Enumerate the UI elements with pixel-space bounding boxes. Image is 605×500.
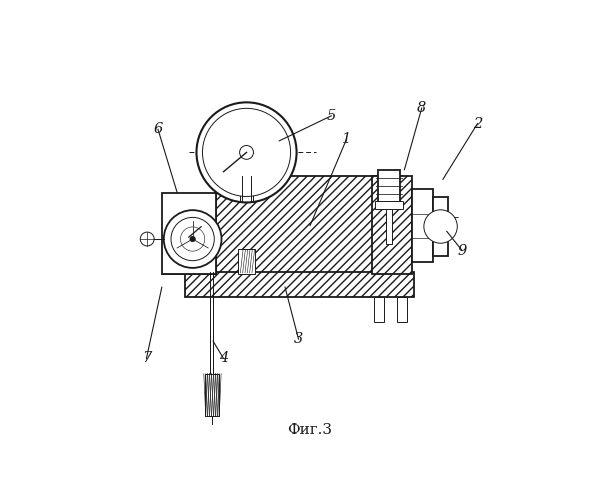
Bar xyxy=(185,272,414,297)
Bar xyxy=(374,201,404,209)
Bar xyxy=(433,196,448,256)
Bar xyxy=(374,297,384,322)
Text: 1: 1 xyxy=(342,132,352,146)
Bar xyxy=(371,176,412,274)
Text: 6: 6 xyxy=(153,122,163,136)
Text: 5: 5 xyxy=(327,109,336,123)
Bar xyxy=(204,374,219,416)
Bar xyxy=(412,189,433,262)
Text: 4: 4 xyxy=(219,352,228,366)
Text: 3: 3 xyxy=(294,332,303,346)
Text: Фиг.3: Фиг.3 xyxy=(287,424,333,438)
Circle shape xyxy=(197,102,296,202)
Text: 2: 2 xyxy=(473,116,482,130)
Text: 9: 9 xyxy=(457,244,467,258)
Text: 7: 7 xyxy=(142,352,151,366)
Text: 8: 8 xyxy=(417,101,427,115)
Circle shape xyxy=(140,232,154,246)
Circle shape xyxy=(190,236,195,242)
Bar xyxy=(378,170,399,202)
Bar xyxy=(216,176,402,274)
Bar xyxy=(162,193,216,274)
Circle shape xyxy=(180,227,204,251)
Circle shape xyxy=(164,210,221,268)
Circle shape xyxy=(171,218,214,260)
Circle shape xyxy=(424,210,457,243)
Bar xyxy=(397,297,408,322)
Bar xyxy=(238,248,255,274)
Circle shape xyxy=(203,108,290,196)
Bar xyxy=(386,210,392,244)
Circle shape xyxy=(240,146,253,160)
